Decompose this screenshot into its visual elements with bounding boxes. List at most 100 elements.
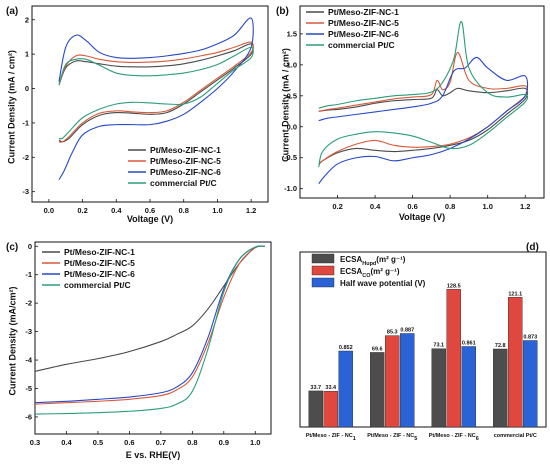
series-line-c-4 [34, 245, 265, 415]
bar-3-group-2 [400, 333, 415, 428]
bar-value-label: 0.873 [523, 335, 537, 341]
x-tick-label-b: 1.2 [520, 202, 530, 211]
legend-unit: (m² g⁻¹) [376, 255, 405, 264]
bar-value-label: 0.861 [462, 341, 476, 347]
x-tick-label-b: 0.4 [370, 202, 381, 211]
legend-label-a: Pt/Meso-ZIF-NC-1 [150, 145, 221, 155]
legend-label-b: Pt/Meso-ZIF-NC-6 [328, 29, 399, 39]
panel-label-d: (d) [526, 242, 539, 253]
panel-label-b: (b) [276, 6, 289, 17]
series-line-b-1 [318, 87, 529, 165]
x-tick-label-a: 0.4 [111, 206, 122, 215]
legend-label-d: ECSAHupd(m² g⁻¹) [340, 255, 406, 267]
x-tick-label-a: 0.6 [145, 206, 155, 215]
y-tick-label-c: -3 [25, 327, 32, 336]
y-axis-label-b: Current Density (mA / cm²) [280, 48, 290, 162]
x-tick-label-b: 0.6 [407, 202, 417, 211]
y-axis-label-c: Current Density (mA/cm²) [7, 286, 17, 395]
x-tick-label-a: 0.2 [77, 206, 87, 215]
y-tick-label-a: 0 [25, 84, 29, 93]
bar-value-label: 73.1 [433, 343, 444, 349]
series-line-a-2 [58, 41, 254, 143]
y-tick-label-a: -1 [22, 118, 29, 127]
legend-label-c: Pt/Meso-ZIF-NC-6 [64, 269, 135, 279]
legend-label-d: Half wave potential (V) [340, 279, 426, 288]
bar-1-group-3 [431, 348, 446, 428]
legend-unit: (m² g⁻¹) [370, 267, 399, 276]
bar-2-group-4 [508, 297, 523, 428]
y-tick-label-c: 0 [28, 242, 32, 251]
y-tick-label-b: 1.5 [287, 29, 297, 38]
category-label: Pt/Meso - ZIF - NC5 [367, 433, 417, 442]
y-tick-label-b: -0.5 [284, 153, 297, 162]
y-tick-label-c: -5 [25, 384, 32, 393]
bar-value-label: 33.7 [310, 385, 321, 391]
x-tick-label-c: 0.9 [219, 438, 229, 447]
legend-label-d: ECSACO(m² g⁻¹) [340, 267, 400, 279]
bar-3-group-3 [461, 346, 476, 428]
y-tick-label-b: 0.0 [287, 122, 297, 131]
legend-swatch-d [311, 277, 335, 288]
bar-3-group-4 [523, 340, 538, 428]
bar-2-group-3 [446, 289, 461, 428]
series-line-b-2 [318, 51, 529, 166]
y-tick-label-b: -1.0 [284, 184, 297, 193]
bar-value-label: 85.3 [387, 330, 398, 336]
panel-label-a: (a) [6, 6, 18, 17]
legend-label-a: Pt/Meso-ZIF-NC-6 [150, 167, 221, 177]
y-tick-label-a: -3 [22, 187, 29, 196]
series-line-a-4 [58, 46, 254, 140]
plot-frame-b [299, 5, 545, 199]
bar-2-group-2 [385, 335, 400, 428]
legend-swatch-d [311, 253, 335, 264]
bar-value-label: 121.1 [508, 291, 522, 297]
bar-value-label: 69.6 [372, 346, 383, 352]
y-tick-label-a: -2 [22, 153, 29, 162]
bar-value-label: 128.5 [447, 283, 461, 289]
y-tick-label-b: 1.0 [287, 60, 297, 69]
legend-label-b: commercial Pt/C [328, 40, 395, 50]
legend-label-c: Pt/Meso-ZIF-NC-5 [64, 258, 135, 268]
bar-1-group-4 [493, 348, 508, 428]
legend-subscript: CO [362, 273, 371, 279]
bar-value-label: 0.852 [339, 345, 353, 351]
x-axis-label-a: Voltage (V) [127, 214, 173, 224]
category-subscript: 1 [353, 436, 356, 442]
y-tick-label-c: -4 [25, 356, 32, 365]
category-label: Pt/Meso - ZIF - NC6 [429, 433, 479, 442]
x-tick-label-b: 0.8 [445, 202, 455, 211]
x-tick-label-a: 1.0 [212, 206, 222, 215]
category-subscript: 6 [476, 436, 479, 442]
x-axis-label-c: E vs. RHE(V) [126, 450, 181, 460]
series-line-c-2 [34, 245, 265, 405]
bar-value-label: 72.8 [495, 343, 506, 349]
category-label: Pt/Meso - ZIF - NC1 [306, 433, 356, 442]
y-tick-label-c: -2 [25, 299, 32, 308]
category-subscript: 5 [414, 436, 417, 442]
legend-subscript: Hupd [362, 261, 376, 267]
x-tick-label-a: 1.2 [246, 206, 256, 215]
x-tick-label-c: 0.6 [124, 438, 134, 447]
legend-label-a: commercial Pt/C [150, 178, 217, 188]
bar-value-label: 0.887 [400, 328, 414, 334]
x-tick-label-c: 0.8 [187, 438, 197, 447]
series-line-a-1 [58, 43, 254, 143]
legend-swatch-d [311, 265, 335, 276]
bar-1-group-1 [308, 390, 323, 428]
series-line-b-4 [318, 20, 529, 168]
x-axis-label-b: Voltage (V) [399, 212, 445, 222]
panel-label-c: (c) [6, 242, 18, 253]
y-tick-label-c: -6 [25, 412, 32, 421]
series-line-a-3 [58, 17, 254, 180]
legend-label-a: Pt/Meso-ZIF-NC-5 [150, 156, 221, 166]
legend-label-c: commercial Pt/C [64, 280, 131, 290]
x-tick-label-c: 0.3 [30, 438, 40, 447]
legend-label-c: Pt/Meso-ZIF-NC-1 [64, 247, 135, 257]
x-tick-label-c: 0.7 [156, 438, 166, 447]
category-label: commercial Pt/C [494, 433, 537, 439]
bar-3-group-1 [338, 350, 353, 428]
y-axis-label-a: Current Density (mA / cm²) [6, 50, 16, 164]
bar-value-label: 33.4 [325, 385, 337, 391]
x-tick-label-b: 0.2 [332, 202, 342, 211]
